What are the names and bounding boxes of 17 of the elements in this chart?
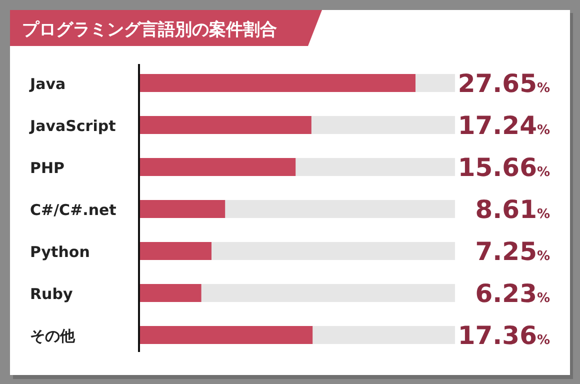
y-tick-label: JavaScript bbox=[29, 117, 116, 135]
chart-title: プログラミング言語別の案件割合 bbox=[22, 19, 277, 40]
y-tick-label: Ruby bbox=[30, 285, 73, 303]
y-tick-label: C#/C#.net bbox=[30, 201, 116, 219]
data-label: 7.25% bbox=[475, 237, 550, 266]
bar bbox=[139, 284, 202, 302]
y-tick-label: Java bbox=[29, 75, 66, 93]
y-tick-label: PHP bbox=[30, 159, 65, 177]
data-label: 27.65% bbox=[458, 69, 550, 98]
data-label: 15.66% bbox=[458, 153, 550, 182]
y-tick-label: その他 bbox=[30, 327, 76, 345]
data-label: 17.36% bbox=[458, 321, 550, 350]
y-tick-label: Python bbox=[30, 243, 90, 261]
data-label: 8.61% bbox=[475, 195, 550, 224]
data-label: 6.23% bbox=[475, 279, 550, 308]
bar bbox=[139, 242, 212, 260]
data-label: 17.24% bbox=[458, 111, 550, 140]
